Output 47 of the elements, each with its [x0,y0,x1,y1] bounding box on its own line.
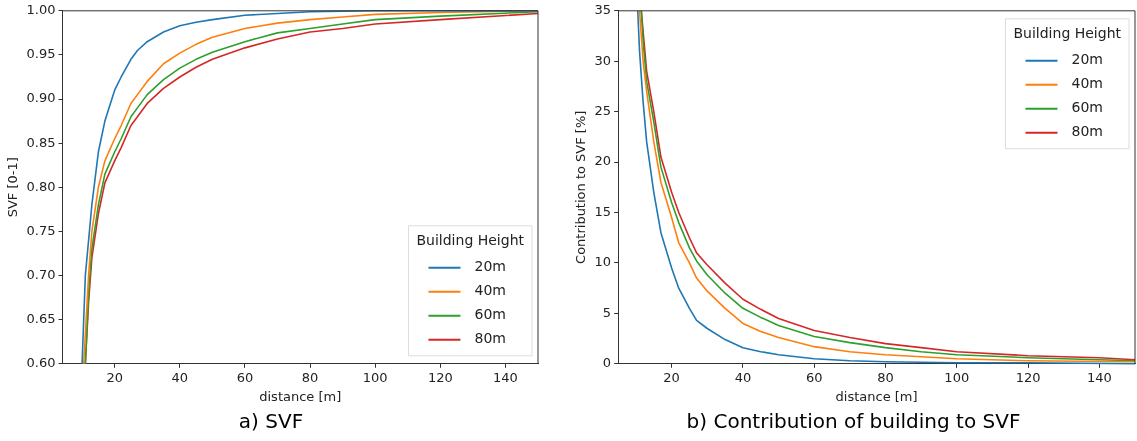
y-tick-label: 0.85 [26,134,56,150]
y-tick-label: 0.60 [26,355,56,371]
y-tick-label: 0.70 [26,266,56,282]
y-tick-label: 0.80 [26,178,56,194]
legend-label: 20m [474,258,506,275]
y-tick-label: 35 [594,2,612,18]
legend-label: 80m [1071,123,1103,140]
legend-label: 40m [1071,75,1103,92]
x-tick-label: 120 [1015,369,1041,385]
legend-label: 20m [1071,51,1103,68]
y-tick-label: 20 [594,153,612,169]
x-tick-label: 40 [734,369,752,385]
legend-label: 60m [474,306,506,323]
y-tick-label: 5 [602,304,612,320]
x-tick-label: 80 [877,369,894,385]
text: b) Contribution of building to SVF [686,409,1021,434]
y-tick-label: 0.75 [26,222,56,238]
legend-title: Building Height [1013,25,1122,42]
x-tick-label: 140 [1086,369,1112,385]
x-tick-label: 120 [427,369,453,385]
y-tick-label: 15 [594,203,612,219]
x-tick-label: 60 [805,369,823,385]
x-axis-title: distance [m] [259,388,342,404]
legend-label: 80m [474,330,506,347]
x-tick-label: 20 [106,369,123,385]
y-axis-title: SVF [0-1] [5,157,21,218]
text: a) SVF [238,409,304,434]
y-tick-label: 0.95 [26,46,56,62]
x-tick-label: 20 [663,369,680,385]
y-tick-label: 10 [594,254,612,270]
y-tick-label: 0.90 [26,90,56,106]
x-axis-title: distance [m] [835,388,918,404]
y-tick-label: 30 [594,52,612,68]
x-tick-label: 60 [236,369,254,385]
legend-label: 40m [474,282,506,299]
y-axis-title: Contribution to SVF [%] [573,110,589,264]
x-tick-label: 80 [301,369,319,385]
y-tick-label: 25 [594,103,612,119]
legend-label: 60m [1071,99,1103,116]
x-tick-label: 140 [493,369,518,385]
x-tick-label: 40 [171,369,189,385]
x-tick-label: 100 [944,369,970,385]
y-tick-label: 0.65 [26,311,56,327]
y-tick-label: 1.00 [26,2,56,18]
legend-title: Building Height [416,232,525,249]
x-tick-label: 100 [362,369,388,385]
y-tick-label: 0 [602,355,612,371]
